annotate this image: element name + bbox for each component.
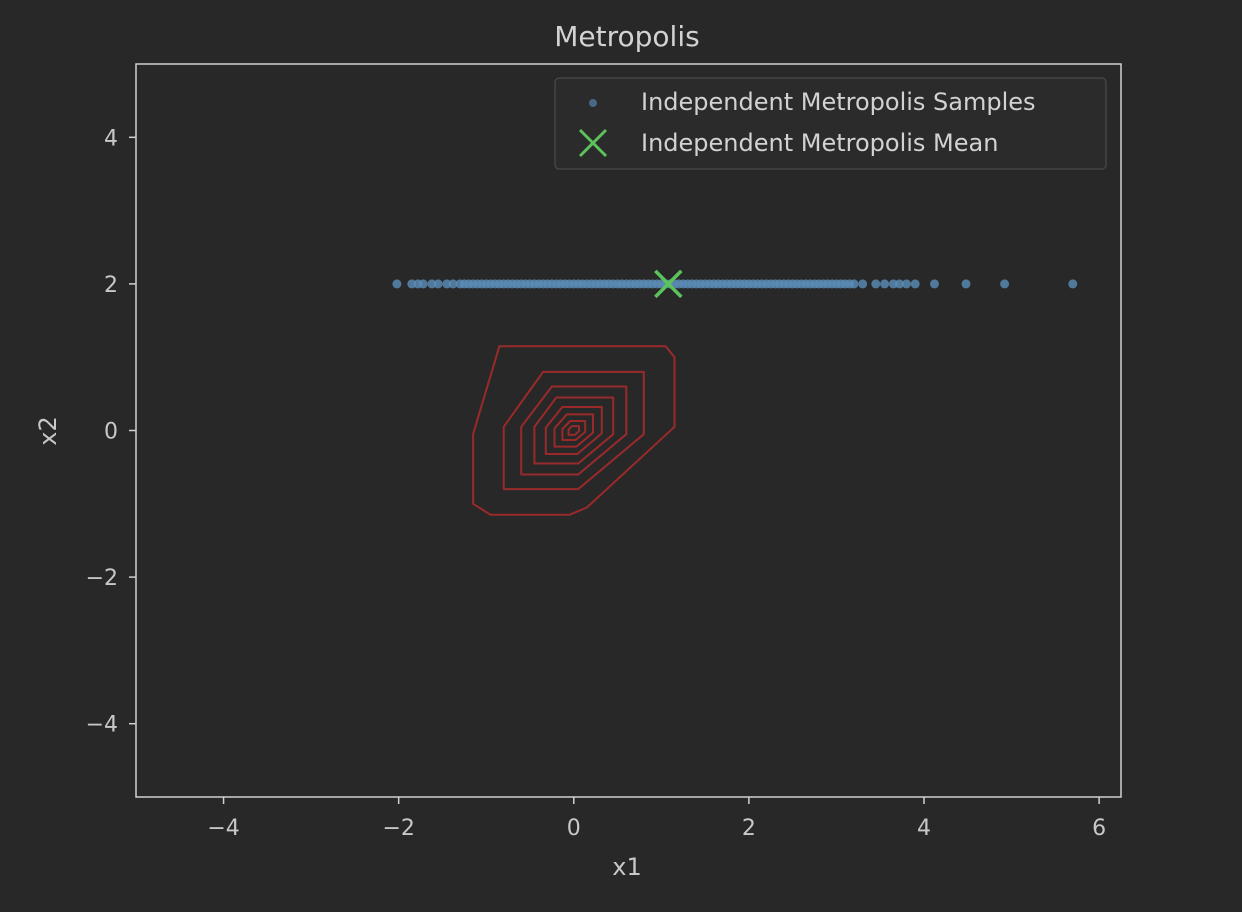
legend-label-samples: Independent Metropolis Samples [641,88,1036,116]
sample-point [448,279,458,289]
sample-points [392,279,1078,289]
x-tick-label: 0 [567,816,581,841]
contour-level-7 [561,420,587,441]
x-tick-label: −4 [207,816,239,841]
sample-point [1000,279,1010,289]
mean-marker [654,269,683,299]
sample-point [1068,279,1078,289]
y-axis-label: x2 [34,416,62,445]
y-tick-label: −4 [86,713,118,738]
y-tick-label: 0 [104,420,118,445]
legend-label-mean: Independent Metropolis Mean [641,129,998,157]
contour-level-2 [502,370,645,491]
contour-level-4 [533,396,615,465]
y-tick-label: 2 [104,273,118,298]
sample-point [392,279,402,289]
mean-marker-stroke-2 [654,269,683,299]
sample-point [871,279,881,289]
contour-level-5 [544,406,603,455]
y-axis-ticks: −4 −2 0 2 4 [86,126,136,738]
contour-level-3 [520,385,628,476]
sample-point [880,279,890,289]
sample-point [895,279,904,289]
x-tick-label: 6 [1092,816,1106,841]
legend-sample-marker [589,99,597,107]
chart-title: Metropolis [554,20,699,53]
x-tick-label: 4 [917,816,931,841]
density-contours [472,345,676,516]
sample-point [961,279,971,289]
sample-point [418,279,428,289]
legend-mean-marker [578,128,608,158]
x-tick-label: −2 [382,816,414,841]
sample-point [442,279,452,289]
sample-point [902,279,911,289]
x-tick-label: 2 [742,816,756,841]
legend: Independent Metropolis Samples Independe… [554,77,1107,170]
legend-box [554,77,1107,170]
x-axis-ticks: −4 −2 0 2 4 6 [207,797,1106,841]
contour-level-6 [553,413,594,448]
sample-point [427,279,437,289]
y-tick-label: −2 [86,566,118,591]
y-tick-label: 4 [104,126,118,151]
sample-point [930,279,939,289]
contour-level-1 [472,345,676,516]
sample-point [858,279,868,289]
sample-point [433,279,443,289]
contour-level-8 [567,425,580,436]
x-axis-label: x1 [612,853,641,881]
sample-point [910,279,920,289]
sample-point [849,279,859,289]
